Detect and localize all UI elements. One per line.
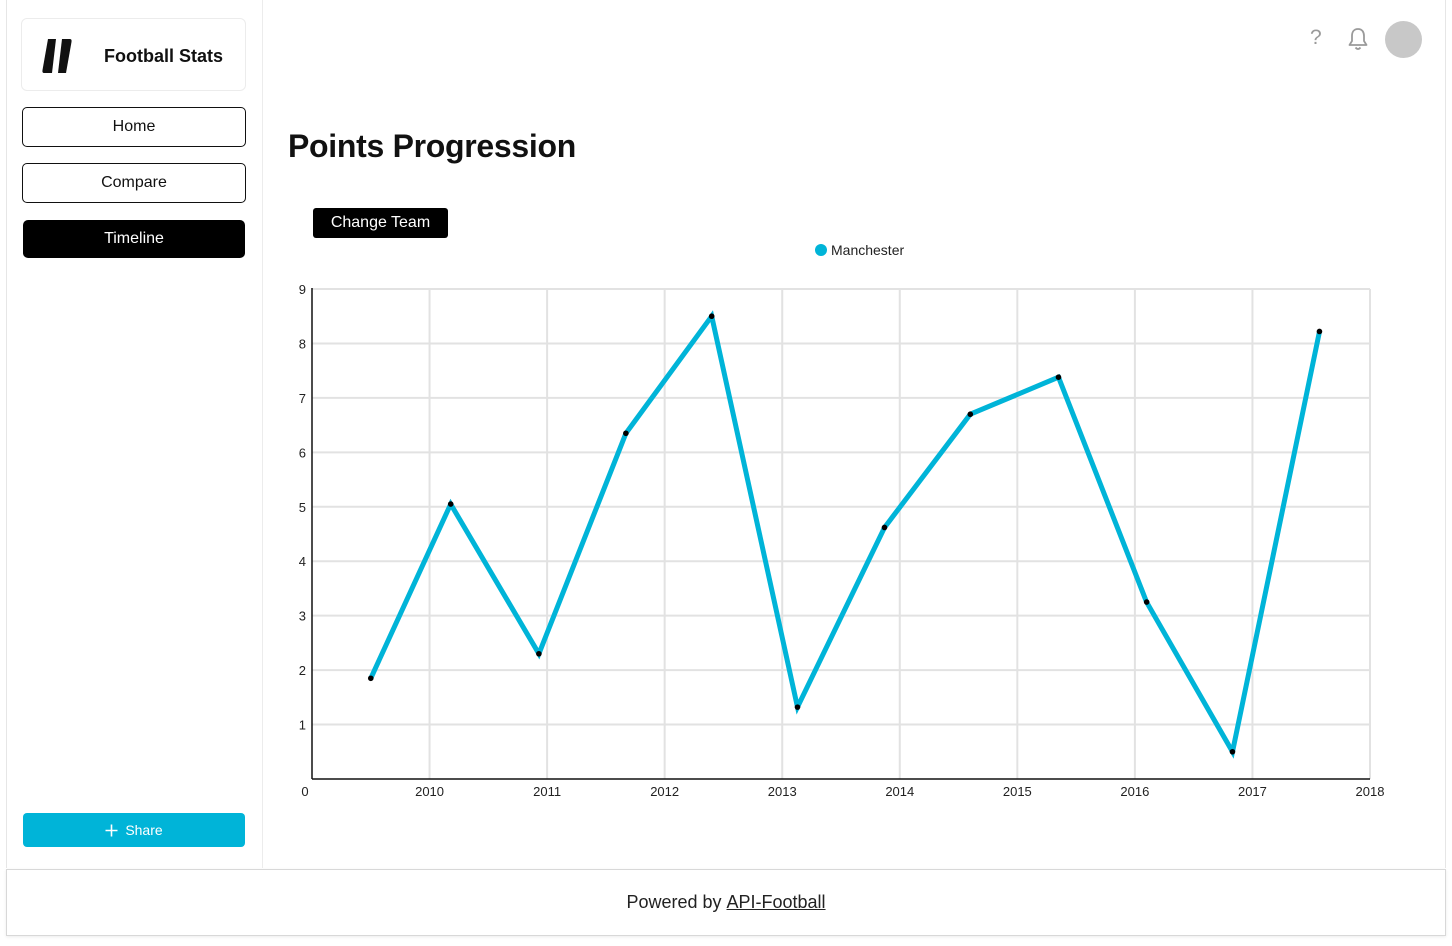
x-tick-label: 2010	[415, 784, 444, 799]
app-frame	[6, 0, 1446, 868]
data-point	[623, 430, 629, 437]
x-tick-label: 2012	[650, 784, 679, 799]
data-point	[967, 411, 974, 418]
x-tick-label: 2011	[533, 784, 561, 799]
share-button[interactable]: Share	[23, 813, 245, 847]
legend-label: Manchester	[831, 242, 905, 258]
footer: Powered by API-Football	[6, 869, 1446, 936]
x-tick-label: 2013	[768, 784, 797, 799]
y-tick-label: 7	[299, 391, 306, 406]
page-title: Points Progression	[288, 128, 576, 164]
x-tick-label: 2016	[1120, 784, 1149, 799]
y-tick-label: 1	[299, 718, 306, 733]
y-tick-label: 3	[299, 609, 306, 624]
chart-legend[interactable]: Manchester	[815, 242, 904, 258]
y-tick-label: 0	[301, 784, 308, 799]
data-point	[794, 704, 801, 710]
data-point	[881, 524, 888, 531]
logo-icon	[42, 39, 72, 73]
plus-icon	[105, 824, 118, 836]
data-point	[1229, 748, 1236, 755]
y-tick-label: 9	[299, 282, 306, 297]
x-tick-label: 2017	[1238, 784, 1267, 799]
help-icon[interactable]: ?	[1310, 26, 1322, 49]
api-football-link[interactable]: API-Football	[726, 892, 826, 912]
y-tick-label: 4	[299, 554, 306, 569]
data-point	[1143, 599, 1150, 605]
app-name: Football Stats	[104, 46, 224, 66]
share-label: Share	[125, 822, 163, 838]
nav-home-button[interactable]: Home	[22, 107, 246, 147]
nav-timeline-button[interactable]: Timeline	[23, 220, 245, 258]
series-line	[368, 310, 1322, 759]
y-tick-label: 2	[299, 663, 306, 678]
avatar[interactable]	[1385, 21, 1422, 58]
y-tick-label: 6	[299, 445, 306, 460]
x-tick-label: 2018	[1356, 784, 1385, 799]
data-point	[708, 313, 715, 320]
data-point	[1055, 374, 1062, 381]
data-point	[447, 501, 454, 507]
brand-card[interactable]: Football Stats	[21, 18, 246, 91]
legend-swatch	[815, 244, 827, 256]
x-tick-label: 2015	[1003, 784, 1032, 799]
x-tick-label: 2014	[885, 784, 914, 799]
y-tick-label: 8	[299, 336, 306, 351]
data-point	[367, 675, 374, 682]
data-point	[536, 650, 542, 657]
nav-compare-button[interactable]: Compare	[22, 163, 246, 203]
footer-prefix: Powered by	[626, 892, 722, 912]
bell-icon[interactable]	[1347, 27, 1369, 51]
sidebar: Football Stats Home Compare Timeline Sha…	[6, 0, 263, 868]
change-team-button[interactable]: Change Team	[313, 208, 448, 238]
y-tick-label: 5	[299, 500, 306, 515]
data-point	[1316, 328, 1323, 335]
